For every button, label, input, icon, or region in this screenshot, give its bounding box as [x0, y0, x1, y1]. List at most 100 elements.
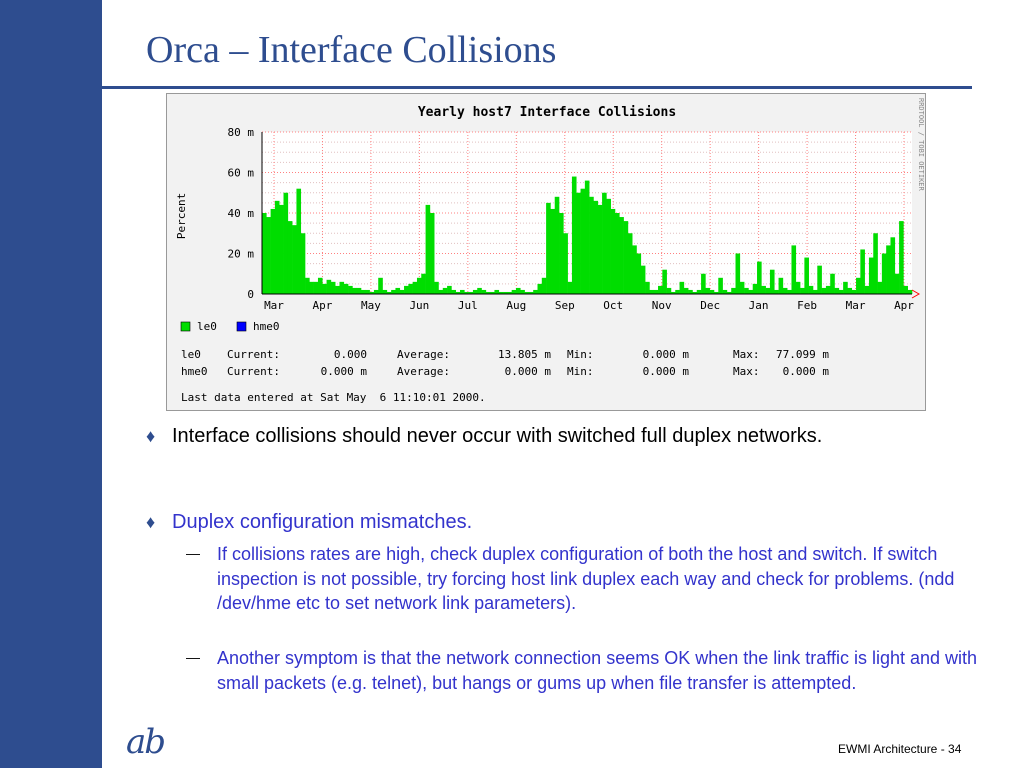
le0-bar — [541, 277, 547, 294]
le0-bar — [636, 253, 642, 294]
stats-label-current: Current: — [227, 348, 280, 361]
le0-bar — [821, 287, 827, 294]
le0-bar — [825, 285, 831, 294]
le0-bar — [404, 285, 409, 294]
le0-bar — [675, 289, 680, 294]
x-tick-label: Sep — [555, 299, 575, 312]
x-tick-labels: Mar Apr May Jun Jul Aug Sep Oct Nov Dec Jan Feb Mar A… — [264, 299, 914, 312]
le0-bar — [262, 213, 267, 294]
stats-row-le0-name: le0 — [181, 348, 201, 361]
le0-bar — [511, 289, 517, 294]
x-tick-label: Oct — [603, 299, 623, 312]
le0-bar — [602, 192, 607, 294]
le0-bar — [696, 289, 702, 294]
le0-bar — [416, 277, 422, 294]
le0-bar — [481, 289, 487, 294]
le0-bar — [886, 245, 891, 294]
le0-bar — [632, 245, 637, 294]
le0-bar — [438, 289, 444, 294]
bullet-text: Interface collisions should never occur … — [172, 425, 823, 447]
le0-bar — [305, 277, 310, 294]
le0-bar — [343, 283, 349, 295]
legend-label-le0: le0 — [197, 320, 217, 333]
stats-label-min: Min: — [567, 348, 594, 361]
le0-bar — [619, 217, 624, 294]
le0-bar — [451, 289, 456, 294]
le0-bar — [274, 200, 280, 294]
x-tick-label: Jun — [409, 299, 429, 312]
stats-label-average-2: Average: — [397, 365, 450, 378]
sub-bullet-check-duplex: — If collisions rates are high, check du… — [186, 542, 986, 642]
le0-bar — [856, 277, 861, 294]
le0-bar — [412, 281, 418, 294]
le0-bar — [597, 204, 603, 294]
le0-bar — [584, 180, 590, 294]
le0-bar — [735, 253, 741, 294]
le0-bar — [559, 213, 564, 294]
le0-bar — [395, 287, 401, 294]
le0-bar — [903, 285, 908, 294]
le0-bar — [507, 291, 512, 294]
le0-bar — [864, 285, 870, 294]
le0-bar — [606, 198, 611, 294]
le0-bar — [894, 273, 900, 294]
stats-label-min-2: Min: — [567, 365, 594, 378]
le0-bar — [757, 261, 762, 294]
le0-bar — [662, 269, 667, 294]
le0-bar — [348, 285, 353, 294]
le0-bar — [317, 277, 323, 294]
stats-le0-max: 77.099 m — [776, 348, 829, 361]
x-tick-label: Apr — [894, 299, 914, 312]
le0-bar — [425, 204, 431, 294]
y-tick-labels: 0 20 m 40 m 60 m 80 m — [228, 126, 255, 301]
sub-bullet-text: If collisions rates are high, check dupl… — [217, 544, 955, 613]
le0-bar — [460, 289, 465, 294]
dash-bullet-icon: — — [186, 649, 200, 665]
le0-bar — [563, 233, 568, 294]
le0-bar — [503, 291, 508, 294]
le0-bar — [873, 233, 878, 294]
le0-bar — [455, 291, 461, 294]
le0-bar — [726, 291, 732, 294]
le0-bar — [838, 289, 844, 294]
le0-bar — [442, 287, 448, 294]
le0-bar — [283, 192, 289, 294]
le0-bar — [899, 221, 904, 294]
le0-bar — [683, 287, 689, 294]
le0-bar — [795, 281, 801, 294]
le0-bar — [593, 200, 599, 294]
le0-bar — [692, 291, 698, 294]
le0-bar — [550, 208, 556, 294]
le0-bar — [494, 289, 500, 294]
sub-bullet-symptom: — Another symptom is that the network co… — [186, 646, 998, 720]
le0-bar — [744, 287, 749, 294]
le0-bar — [485, 291, 491, 294]
left-accent-bar — [0, 0, 102, 768]
le0-bar — [365, 289, 370, 294]
stats-hme0-min: 0.000 m — [643, 365, 690, 378]
stats-hme0-max: 0.000 m — [783, 365, 830, 378]
le0-bar — [464, 291, 469, 294]
chart-title: Yearly host7 Interface Collisions — [418, 105, 676, 120]
le0-bar — [765, 287, 771, 294]
diamond-bullet-icon: ♦ — [146, 426, 156, 446]
le0-bar — [386, 291, 392, 294]
le0-bar — [761, 285, 766, 294]
le0-bar — [752, 283, 758, 295]
le0-bar — [688, 289, 693, 294]
le0-bar — [399, 289, 405, 294]
le0-bar — [843, 281, 848, 294]
le0-bar — [627, 233, 633, 294]
dash-bullet-icon: — — [186, 545, 200, 561]
le0-bar — [830, 273, 835, 294]
rrdtool-label: RRDTOOL / TOBI OETIKER — [917, 98, 925, 192]
le0-bar — [292, 225, 297, 294]
le0-bar — [670, 291, 676, 294]
le0-bar — [623, 221, 629, 294]
le0-bar — [860, 249, 865, 294]
le0-bar — [580, 188, 586, 294]
y-axis-label: Percent — [175, 193, 188, 239]
le0-series-area — [262, 176, 913, 295]
le0-bar — [447, 285, 452, 294]
le0-bar — [498, 291, 504, 294]
